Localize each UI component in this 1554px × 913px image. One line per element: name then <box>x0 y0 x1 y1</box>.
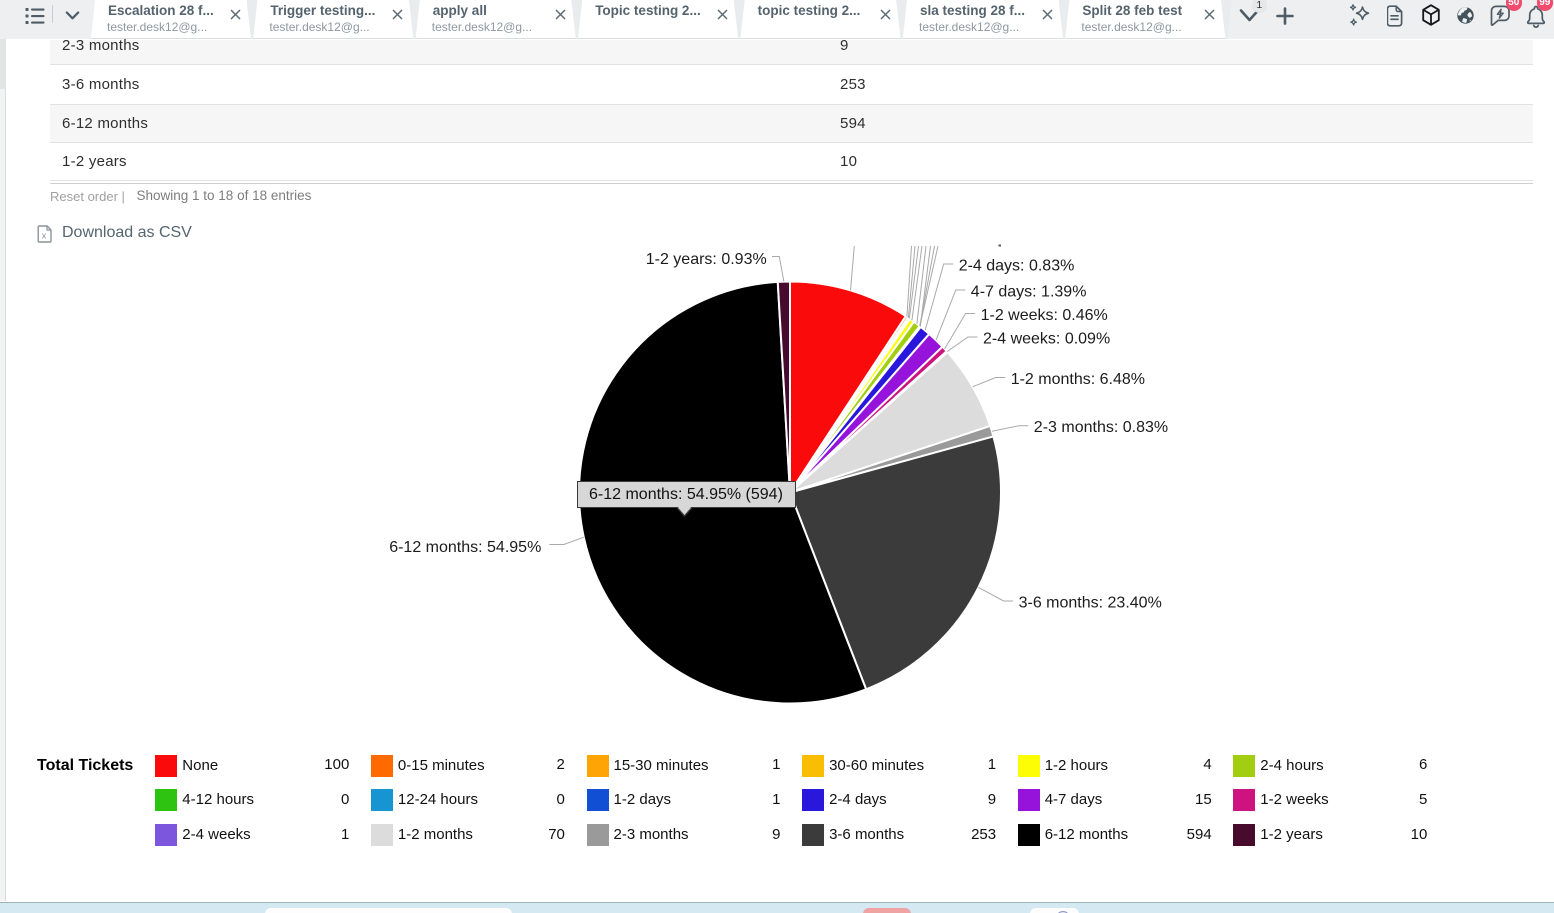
svg-text:3-6 months: 23.40%: 3-6 months: 23.40% <box>1019 594 1162 611</box>
svg-text:1-2 weeks: 0.46%: 1-2 weeks: 0.46% <box>981 307 1108 324</box>
svg-text:4-7 days: 1.39%: 4-7 days: 1.39% <box>971 284 1087 301</box>
svg-text:6-12 months: 54.95%: 6-12 months: 54.95% <box>389 539 541 556</box>
svg-text:2-4 days: 0.83%: 2-4 days: 0.83% <box>959 258 1075 275</box>
svg-text:2-4 weeks: 0.09%: 2-4 weeks: 0.09% <box>983 330 1110 347</box>
svg-text:x: x <box>41 231 46 241</box>
svg-text:1-2 years: 0.93%: 1-2 years: 0.93% <box>646 251 767 268</box>
svg-text:1-2 months: 6.48%: 1-2 months: 6.48% <box>1011 371 1145 388</box>
svg-text:2-3 months: 0.83%: 2-3 months: 0.83% <box>1034 419 1168 436</box>
